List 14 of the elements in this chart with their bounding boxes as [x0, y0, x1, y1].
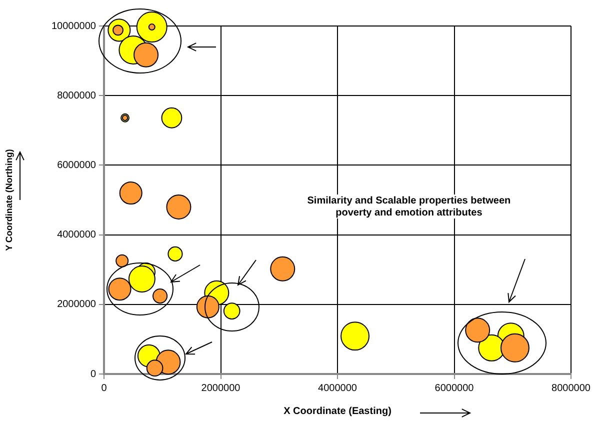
x-tick-label: 6000000 — [434, 382, 474, 394]
x-tick-label: 8000000 — [552, 382, 591, 394]
y-tick-label: 10000000 — [52, 20, 96, 32]
y-tick-label: 4000000 — [57, 230, 96, 241]
y-tick-label: 0 — [90, 368, 96, 380]
annotation: Similarity and Scalable properties between poverty and emotion attributes — [307, 195, 511, 218]
y-tick-label: 2000000 — [57, 299, 96, 310]
y-tick-label: 6000000 — [57, 160, 96, 171]
x-tick-label: 2000000 — [201, 382, 241, 394]
y-axis-title: Y Coordinate (Northing) — [4, 149, 14, 251]
x-axis-title: X Coordinate (Easting) — [284, 406, 392, 417]
y-tick-label: 8000000 — [57, 90, 96, 102]
x-tick-label: 0 — [101, 382, 108, 394]
x-tick-label: 4000000 — [318, 382, 358, 394]
